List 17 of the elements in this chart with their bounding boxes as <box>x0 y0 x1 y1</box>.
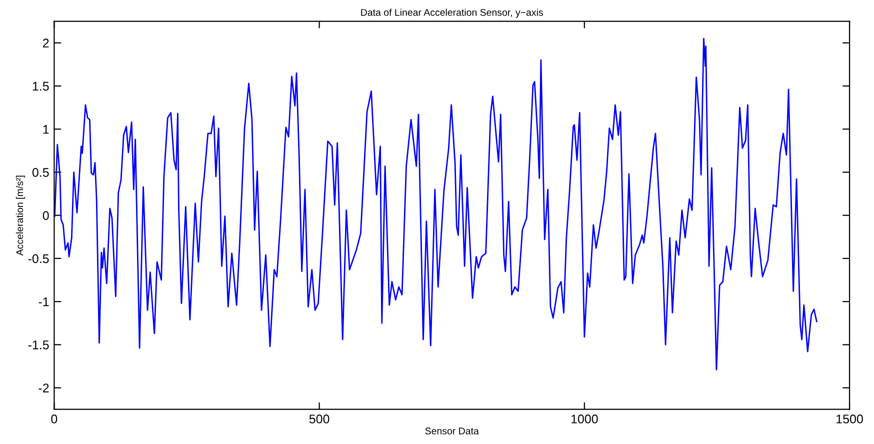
x-tick-label: 0 <box>51 414 58 424</box>
y-tick-label: 2 <box>43 38 49 48</box>
x-tick-label: 1500 <box>836 414 863 424</box>
y-tick-label: 0 <box>42 211 49 220</box>
x-axis-title: Sensor Data <box>425 428 479 434</box>
y-tick-label: 1.5 <box>32 82 49 91</box>
y-tick-label: -1 <box>38 298 49 306</box>
line-series <box>54 38 818 370</box>
chart-title: Data of Linear Acceleration Sensor, y−axis <box>361 8 543 18</box>
y-tick-label: -1.5 <box>28 340 49 350</box>
x-tick-label: 1000 <box>571 414 598 424</box>
y-axis-title: Acceleration [m/s²] <box>16 176 26 256</box>
y-tick-label: 0.5 <box>32 168 49 177</box>
y-tick-label: -2 <box>38 384 49 392</box>
y-tick-label: 1 <box>43 125 49 134</box>
y-tick-label: -0.5 <box>28 254 49 264</box>
x-tick-label: 500 <box>309 414 330 424</box>
